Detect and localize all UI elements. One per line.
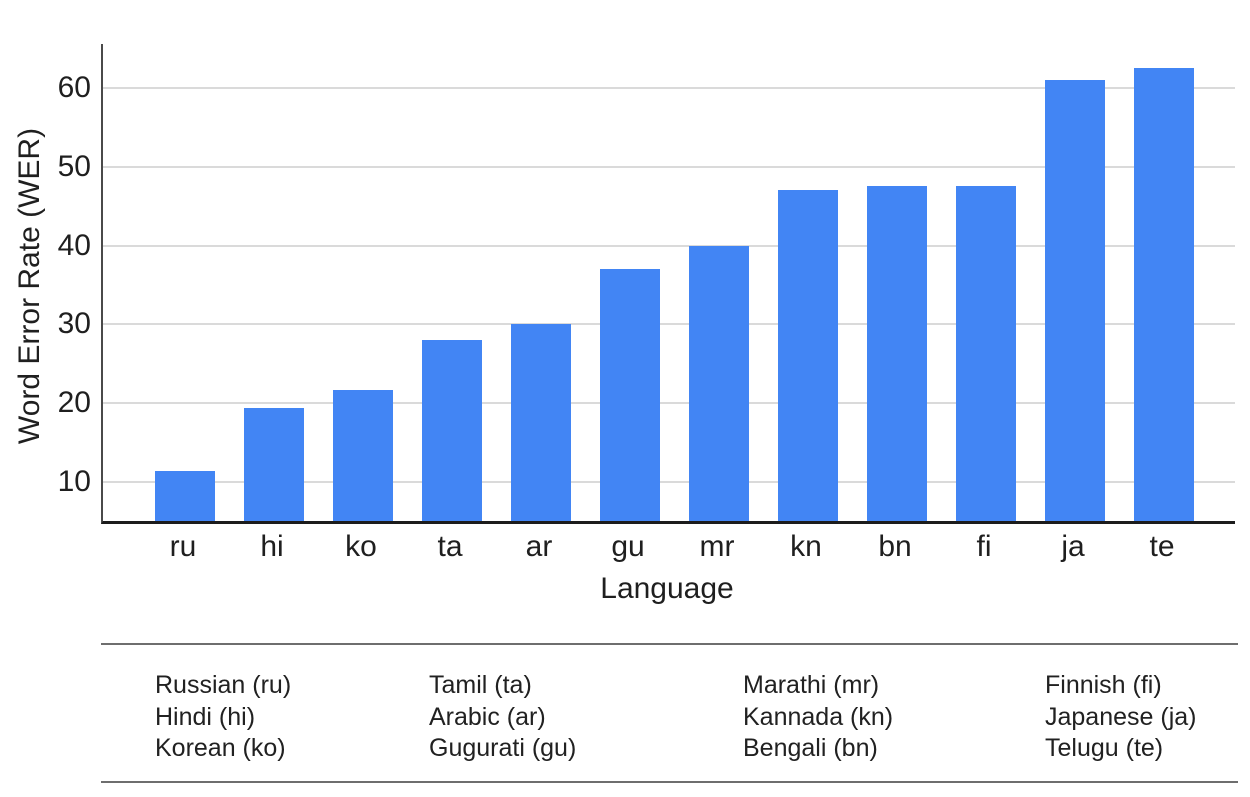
legend-entry: Japanese (ja) — [1045, 702, 1197, 731]
bar-fi — [956, 186, 1016, 521]
legend-entry: Tamil (ta) — [429, 671, 532, 699]
y-axis-title: Word Error Rate (WER) — [13, 127, 46, 445]
y-tick-label-50: 50 — [57, 149, 91, 183]
legend-entry: Kannada (kn) — [743, 702, 894, 731]
bar-ta — [422, 339, 482, 521]
legend-entry: Gugurati (gu) — [429, 734, 577, 762]
legend-entry: Marathi (mr) — [743, 671, 880, 699]
legend-column-4: Finnish (fi) Japanese (ja) Telugu (te) — [1045, 670, 1196, 765]
bar-bn — [867, 186, 927, 521]
bar-hi — [244, 408, 304, 521]
gridline-40 — [103, 244, 1235, 247]
legend-entry: Telugu (te) — [1045, 734, 1164, 762]
x-tick-label-ru: ru — [169, 530, 197, 563]
bar-kn — [778, 190, 838, 521]
gridline-20 — [103, 401, 1235, 404]
legend-entry: Finnish (fi) — [1045, 671, 1162, 699]
bar-mr — [689, 245, 749, 521]
y-tick-label-10: 10 — [57, 464, 91, 498]
x-tick-label-kn: kn — [790, 530, 822, 563]
gridline-50 — [103, 165, 1235, 168]
x-axis-title: Language — [600, 572, 734, 605]
bar-ko — [333, 390, 393, 521]
x-tick-label-ar: ar — [525, 530, 553, 563]
legend-entry: Hindi (hi) — [155, 702, 256, 731]
bar-gu — [600, 269, 660, 521]
legend-column-2: Tamil (ta) Arabic (ar) Gugurati (gu) — [429, 670, 576, 765]
x-tick-label-ja: ja — [1061, 530, 1085, 563]
x-tick-label-hi: hi — [260, 530, 284, 563]
bar-ar — [511, 324, 571, 521]
x-tick-label-gu: gu — [611, 530, 645, 563]
plot-area — [101, 44, 1235, 524]
gridline-30 — [103, 323, 1235, 326]
x-tick-label-ta: ta — [437, 530, 463, 563]
y-tick-label-60: 60 — [57, 71, 91, 105]
y-tick-label-20: 20 — [57, 385, 91, 419]
legend-entry: Arabic (ar) — [429, 702, 546, 731]
legend-entry: Russian (ru) — [155, 671, 292, 699]
x-tick-label-fi: fi — [976, 530, 992, 563]
legend-entry: Korean (ko) — [155, 734, 286, 762]
bar-te — [1134, 68, 1194, 521]
legend-divider-bottom — [101, 781, 1238, 783]
x-tick-label-te: te — [1149, 530, 1175, 563]
y-tick-label-30: 30 — [57, 307, 91, 341]
gridline-10 — [103, 480, 1235, 483]
y-tick-label-40: 40 — [57, 228, 91, 262]
legend-divider-top — [101, 643, 1238, 645]
x-tick-label-bn: bn — [878, 530, 912, 563]
legend-column-1: Russian (ru) Hindi (hi) Korean (ko) — [155, 670, 291, 765]
x-tick-label-ko: ko — [345, 530, 377, 563]
legend-column-3: Marathi (mr) Kannada (kn) Bengali (bn) — [743, 670, 893, 765]
bar-ja — [1045, 80, 1105, 521]
x-tick-label-mr: mr — [699, 530, 735, 563]
bar-ru — [155, 470, 215, 521]
legend-entry: Bengali (bn) — [743, 734, 878, 762]
gridline-60 — [103, 87, 1235, 90]
